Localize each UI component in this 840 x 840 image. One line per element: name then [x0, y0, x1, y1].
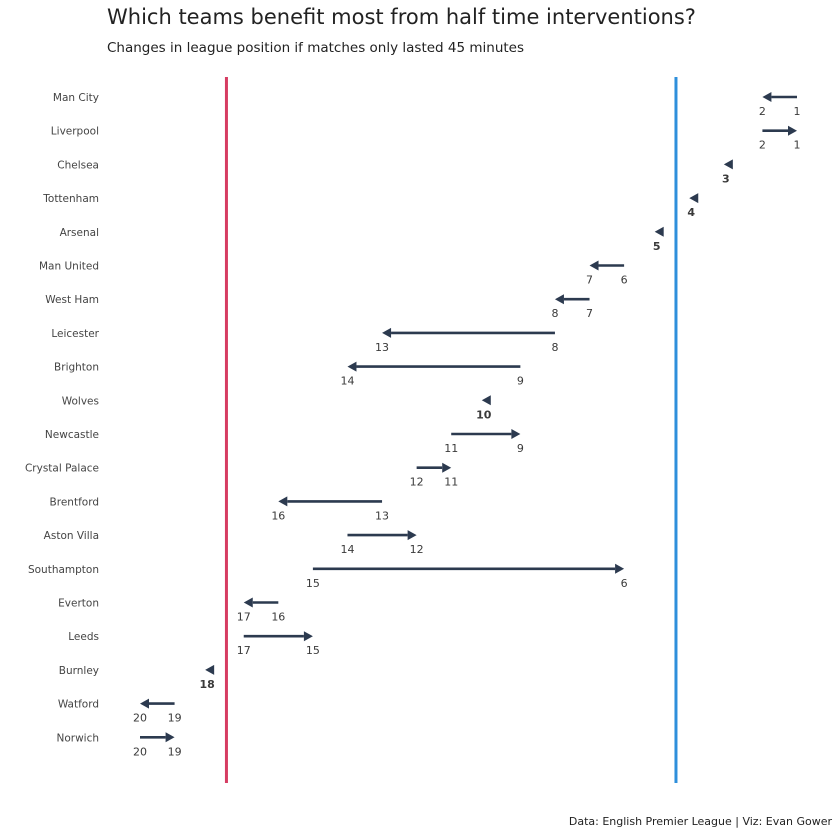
- position-label: 5: [653, 240, 661, 253]
- start-position-label: 7: [586, 307, 593, 320]
- team-label: Brighton: [54, 362, 99, 374]
- chart-subtitle: Changes in league position if matches on…: [107, 40, 525, 56]
- start-position-label: 17: [237, 644, 251, 657]
- end-position-label: 1: [794, 139, 801, 152]
- end-position-label: 16: [271, 509, 285, 522]
- arrow-head: [481, 395, 491, 406]
- start-position-label: 1: [794, 105, 801, 118]
- arrow-head: [382, 327, 392, 338]
- arrow-head: [723, 159, 733, 170]
- end-position-label: 7: [586, 274, 593, 287]
- start-position-label: 15: [306, 577, 320, 590]
- arrow-head: [589, 260, 599, 271]
- team-label: Chelsea: [57, 159, 99, 171]
- arrow-head: [689, 193, 699, 204]
- position-label: 3: [722, 172, 730, 185]
- arrow-layer: [140, 92, 797, 743]
- arrow-head: [140, 698, 149, 709]
- end-position-label: 15: [306, 644, 320, 657]
- start-position-label: 20: [133, 745, 147, 758]
- start-position-label: 19: [168, 712, 182, 725]
- team-label: Man City: [53, 92, 99, 104]
- start-position-label: 16: [271, 611, 285, 624]
- arrow-head: [654, 226, 664, 237]
- arrow-head: [788, 125, 797, 136]
- arrow-head: [762, 92, 772, 102]
- arrow-head: [511, 429, 521, 439]
- position-label: 4: [687, 206, 695, 219]
- arrow-head: [278, 496, 288, 507]
- arrow-head: [347, 361, 357, 372]
- team-label: Leeds: [68, 631, 99, 643]
- team-label: Liverpool: [51, 126, 99, 138]
- start-position-label: 9: [517, 375, 524, 388]
- end-position-label: 11: [444, 476, 458, 489]
- arrow-head: [554, 294, 564, 305]
- team-label: Man United: [39, 261, 99, 273]
- team-label: Brentford: [50, 496, 99, 508]
- team-label: Everton: [58, 598, 99, 610]
- start-position-label: 6: [621, 274, 628, 287]
- team-label: Leicester: [51, 328, 99, 340]
- team-label: Burnley: [59, 665, 99, 677]
- reference-lines: [224, 77, 678, 783]
- position-label: 10: [476, 408, 492, 421]
- arrow-head: [442, 462, 452, 473]
- chart-title: Which teams benefit most from half time …: [107, 5, 696, 29]
- start-position-label: 11: [444, 442, 458, 455]
- position-label: 18: [200, 678, 215, 691]
- chart-caption: Data: English Premier League | Viz: Evan…: [568, 815, 832, 828]
- team-label: Wolves: [62, 395, 99, 407]
- end-position-label: 6: [621, 577, 628, 590]
- arrow-head: [407, 530, 417, 541]
- end-position-label: 17: [237, 611, 251, 624]
- arrow-head: [303, 631, 313, 642]
- start-position-label: 8: [551, 341, 558, 354]
- team-label: Tottenham: [42, 193, 99, 205]
- end-position-label: 12: [410, 543, 424, 556]
- team-label: Norwich: [56, 732, 99, 744]
- arrow-head: [615, 563, 625, 574]
- start-position-label: 13: [375, 509, 389, 522]
- end-position-label: 13: [375, 341, 389, 354]
- start-position-label: 2: [759, 139, 766, 152]
- arrow-head: [243, 597, 253, 608]
- team-label: Watford: [58, 699, 99, 711]
- arrow-head: [205, 664, 215, 675]
- team-label: Aston Villa: [44, 530, 99, 542]
- end-position-label: 19: [168, 745, 182, 758]
- end-position-label: 14: [340, 375, 354, 388]
- team-label: Newcastle: [45, 429, 99, 441]
- team-label: Arsenal: [60, 227, 99, 239]
- team-labels: Man City Liverpool Chelsea Tottenham Arsenal…: [25, 92, 100, 744]
- start-position-label: 12: [410, 476, 424, 489]
- end-position-label: 20: [133, 712, 147, 725]
- end-position-label: 9: [517, 442, 524, 455]
- end-position-label: 8: [551, 307, 558, 320]
- end-position-label: 2: [759, 105, 766, 118]
- team-label: West Ham: [45, 294, 99, 306]
- team-label: Crystal Palace: [25, 463, 99, 475]
- start-position-label: 14: [340, 543, 354, 556]
- team-label: Southampton: [28, 564, 99, 576]
- arrow-head: [165, 732, 175, 743]
